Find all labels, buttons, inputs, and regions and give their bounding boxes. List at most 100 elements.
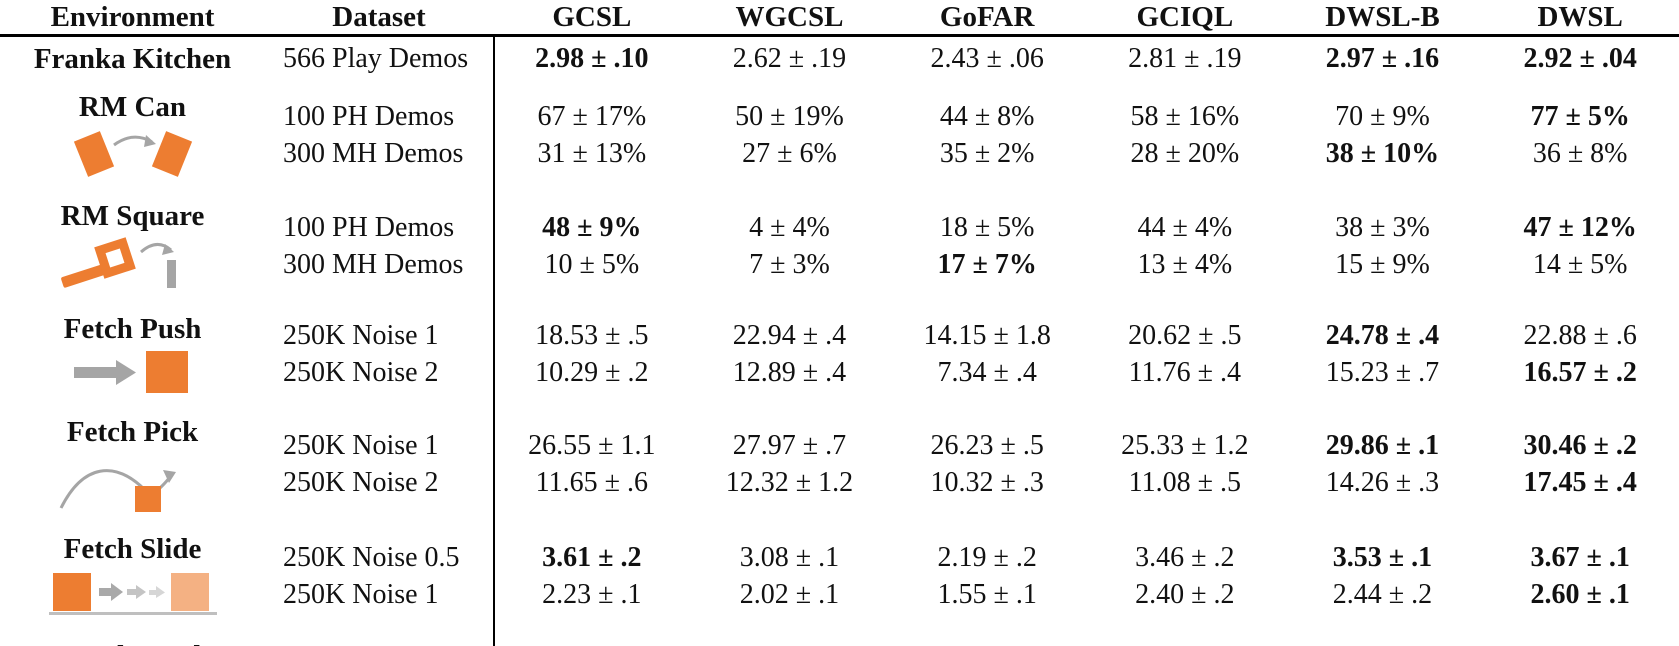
environment-name: Fetch Slide: [63, 533, 202, 565]
dataset-label: 100 PH Demos: [283, 211, 455, 243]
result-value: 2.23 ± .1: [542, 578, 642, 610]
column-header-environment: Environment: [50, 1, 215, 33]
environment-name: RM Square: [60, 200, 205, 232]
value-cell: 26.55 ± 1.1 11.65 ± .6: [493, 427, 691, 501]
result-value: 2.92 ± .04: [1523, 43, 1637, 74]
header-rule: [0, 34, 1679, 37]
fetch-push-icon-holder: [68, 349, 198, 395]
env-group: RM Square 100 PH Demos 300 MH Demos 48 ± 9…: [0, 189, 1679, 302]
environment-cell: Franka Kitchen: [0, 42, 265, 76]
value-cell: 3.53 ± .1 2.44 ± .2: [1284, 539, 1482, 613]
env-group: Fetch Pick 250K Noise 1 250K Noise 2 26.55…: [0, 405, 1679, 522]
result-value: 27 ± 6%: [742, 137, 837, 169]
rm-can-icon: [73, 131, 192, 177]
value-cell: 26.23 ± .5 10.32 ± .3: [888, 427, 1086, 501]
dataset-cell: 250K Noise 1 250K Noise 2: [265, 427, 493, 501]
result-value: 17.45 ± .4: [1523, 466, 1637, 498]
value-cell: 2.98 ± .10: [493, 40, 691, 77]
environment-name: Fetch Push: [63, 313, 202, 345]
result-value: 3.67 ± .1: [1530, 541, 1630, 573]
value-cell: 29.86 ± .1 14.26 ± .3: [1284, 427, 1482, 501]
result-value: 2.43 ± .06: [930, 43, 1044, 74]
value-cell: 25.33 ± 1.2 11.08 ± .5: [1086, 427, 1284, 501]
result-value: 13 ± 4%: [1137, 248, 1233, 280]
value-cell: 2.97 ± .16: [1284, 40, 1482, 77]
dataset-cell: 250K Noise 1 250K Noise 2: [265, 317, 493, 391]
environment-cell: Hand Reach: [0, 639, 265, 646]
value-cell: 18 ± 5% 17 ± 7%: [888, 209, 1086, 283]
result-value: 4 ± 4%: [749, 211, 830, 243]
result-value: 7.34 ± .4: [937, 356, 1037, 388]
result-value: 14.26 ± .3: [1325, 466, 1440, 498]
column-header-wgcsl: WGCSL: [735, 1, 844, 33]
value-cell: 2.62 ± .19: [691, 40, 889, 77]
result-value: 48 ± 9%: [542, 211, 642, 243]
result-value: 44 ± 8%: [939, 100, 1035, 132]
fetch-slide-icon-holder: [43, 569, 223, 619]
result-value: 11.76 ± .4: [1128, 356, 1241, 388]
table-body: Franka Kitchen 566 Play Demos 2.98 ± .10 2.…: [0, 37, 1679, 646]
value-cell: 18.53 ± .5 10.29 ± .2: [493, 317, 691, 391]
result-value: 36 ± 8%: [1532, 137, 1628, 169]
result-value: 2.98 ± .10: [535, 43, 649, 74]
result-value: 38 ± 3%: [1335, 211, 1430, 243]
result-value: 18.53 ± .5: [535, 319, 649, 351]
result-value: 77 ± 5%: [1530, 100, 1630, 132]
dataset-label: 250K Noise 1: [283, 429, 439, 461]
result-value: 22.94 ± .4: [732, 319, 847, 351]
rm-square-icon-holder: [53, 236, 213, 292]
environment-cell: RM Square: [0, 199, 265, 292]
result-value: 2.97 ± .16: [1325, 43, 1440, 74]
result-value: 18 ± 5%: [939, 211, 1035, 243]
result-value: 67 ± 17%: [537, 100, 647, 132]
result-value: 15 ± 9%: [1335, 248, 1430, 280]
environment-cell: Fetch Slide: [0, 532, 265, 619]
result-value: 3.08 ± .1: [739, 541, 840, 573]
value-cell: 2.43 ± .06: [888, 40, 1086, 77]
dataset-label: 300 MH Demos: [283, 137, 464, 169]
result-value: 58 ± 16%: [1130, 100, 1240, 132]
result-value: 2.81 ± .19: [1128, 43, 1242, 74]
dataset-label: 100 PH Demos: [283, 100, 455, 132]
value-cell: 4 ± 4% 7 ± 3%: [691, 209, 889, 283]
dataset-label: 250K Noise 0.5: [283, 541, 460, 573]
result-value: 12.89 ± .4: [732, 356, 847, 388]
result-value: 3.61 ± .2: [542, 541, 642, 573]
column-header-dwsl: DWSL: [1537, 1, 1623, 33]
value-cell: 3.61 ± .2 2.23 ± .1: [493, 539, 691, 613]
result-value: 7 ± 3%: [749, 248, 830, 280]
dataset-label: 250K Noise 1: [283, 578, 439, 610]
value-cell: 22.94 ± .4 12.89 ± .4: [691, 317, 889, 391]
fetch-pick-icon: [59, 469, 176, 512]
result-value: 26.55 ± 1.1: [528, 429, 656, 461]
value-cell: 3.08 ± .1 2.02 ± .1: [691, 539, 889, 613]
result-value: 2.62 ± .19: [732, 43, 847, 74]
result-value: 24.78 ± .4: [1325, 319, 1440, 351]
column-header-gciql: GCIQL: [1136, 1, 1234, 33]
value-cell: 22.88 ± .6 16.57 ± .2: [1481, 317, 1679, 391]
result-value: 31 ± 13%: [537, 137, 647, 169]
environment-name: RM Can: [78, 91, 187, 123]
environment-name: Hand Reach: [56, 639, 210, 646]
environment-cell: RM Can: [0, 90, 265, 179]
result-value: 35 ± 2%: [939, 137, 1035, 169]
value-cell: 30.46 ± .2 17.45 ± .4: [1481, 427, 1679, 501]
rm-square-icon: [60, 237, 176, 288]
result-value: 2.60 ± .1: [1530, 578, 1630, 610]
result-value: 26.23 ± .5: [930, 429, 1044, 461]
result-value: 50 ± 19%: [735, 100, 844, 132]
dataset-cell: 566 Play Demos: [265, 40, 493, 77]
env-group: Hand Reach 1M 90% R 10% E500K Noise 0.21…: [0, 629, 1679, 646]
column-header-dwsl-b: DWSL-B: [1325, 1, 1440, 33]
result-value: 3.46 ± .2: [1135, 541, 1235, 573]
environment-name: Franka Kitchen: [33, 42, 232, 75]
value-cell: 2.81 ± .19: [1086, 40, 1284, 77]
result-value: 38 ± 10%: [1325, 137, 1440, 169]
value-cell: 67 ± 17% 31 ± 13%: [493, 98, 691, 172]
value-cell: 2.19 ± .2 1.55 ± .1: [888, 539, 1086, 613]
result-value: 14.15 ± 1.8: [923, 319, 1051, 351]
result-value: 12.32 ± 1.2: [725, 466, 854, 498]
rm-can-icon-holder: [58, 127, 208, 179]
value-cell: 44 ± 8% 35 ± 2%: [888, 98, 1086, 172]
value-cell: 70 ± 9% 38 ± 10%: [1284, 98, 1482, 172]
